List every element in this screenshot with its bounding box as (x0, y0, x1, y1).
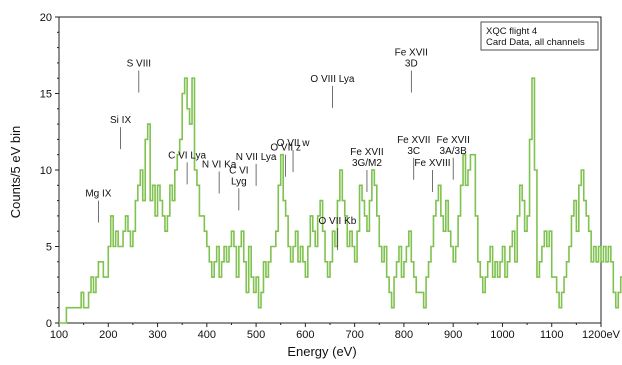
annotation-label: N VI Ka (202, 160, 237, 171)
x-tick-label: 500 (247, 329, 265, 341)
y-tick-label: 5 (46, 242, 52, 254)
x-axis-label: Energy (eV) (287, 344, 356, 359)
x-tick-label: 400 (198, 329, 216, 341)
annotation-label: O VII w (277, 138, 311, 149)
annotation-label: Fe XVII (395, 48, 428, 59)
x-tick-label: 200 (99, 329, 117, 341)
x-tick-label: 1000 (490, 329, 514, 341)
x-tick-label: 300 (148, 329, 166, 341)
x-tick-label: 1100 (540, 329, 564, 341)
annotation-label: Fe XVII (350, 147, 383, 158)
annotation-label: C VI (229, 165, 248, 176)
legend-line-1: XQC flight 4 (486, 26, 537, 37)
axes: 100 200 300 400 500 600 700 800 900 1000 1100 1200e… (40, 12, 621, 341)
x-tick-label: 900 (444, 329, 462, 341)
x-tick-label: 700 (345, 329, 363, 341)
y-tick-label: 10 (40, 165, 52, 177)
y-axis-label: Counts/5 eV bin (8, 126, 23, 219)
x-tick-label: 800 (395, 329, 413, 341)
annotation-label: O VII z (270, 143, 301, 154)
annotation-label: 3A/3B (440, 146, 468, 157)
annotation-label: C VI Lya (168, 150, 206, 161)
spectrum-series-line (59, 77, 622, 324)
annotation-label: S VIII (127, 59, 151, 70)
annotation-label: Lyg (231, 176, 247, 187)
legend: XQC flight 4 Card Data, all channels (480, 21, 599, 51)
annotation-label: O VIII Lya (310, 74, 355, 85)
annotation-label: Fe XVIII (414, 158, 450, 169)
annotation-label: 3C (407, 146, 420, 157)
y-tick-label: 20 (40, 12, 52, 24)
annotation-label: Mg IX (85, 189, 111, 200)
y-tick-label: 0 (46, 318, 52, 330)
annotation-label: Fe XVII (397, 135, 430, 146)
x-tick-label: 1200eV (582, 329, 621, 341)
series-layer (59, 77, 622, 324)
y-tick-label: 15 (40, 89, 52, 101)
annotation-label: Si IX (110, 115, 131, 126)
x-tick-label: 600 (296, 329, 314, 341)
legend-box (480, 21, 599, 51)
annotation-label: O VII Kb (318, 216, 356, 227)
annotation-label: N VII Lya (236, 152, 277, 163)
legend-line-2: Card Data, all channels (486, 37, 585, 48)
annotation-label: 3D (405, 59, 418, 70)
annotation-label: 3G/M2 (352, 158, 382, 169)
x-tick-label: 100 (50, 329, 68, 341)
annotation-label: Fe XVII (437, 135, 470, 146)
